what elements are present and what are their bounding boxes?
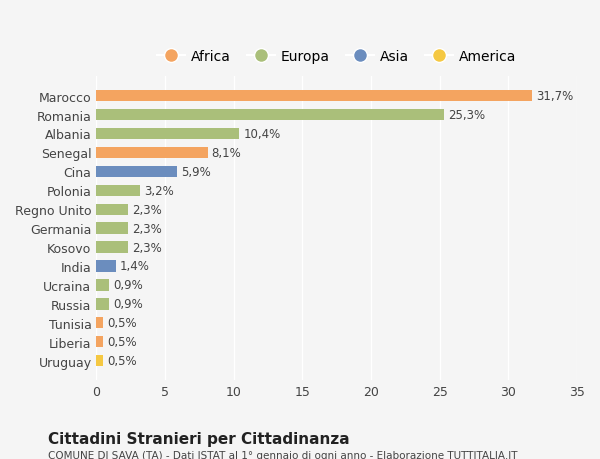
Bar — [97, 336, 103, 347]
Bar — [97, 261, 116, 272]
Text: 2,3%: 2,3% — [132, 241, 162, 254]
Text: 0,9%: 0,9% — [113, 279, 143, 292]
Text: 3,2%: 3,2% — [145, 185, 174, 197]
Bar — [97, 185, 140, 196]
Bar — [97, 223, 128, 234]
Text: 10,4%: 10,4% — [244, 128, 281, 140]
Text: COMUNE DI SAVA (TA) - Dati ISTAT al 1° gennaio di ogni anno - Elaborazione TUTTI: COMUNE DI SAVA (TA) - Dati ISTAT al 1° g… — [48, 450, 517, 459]
Text: Cittadini Stranieri per Cittadinanza: Cittadini Stranieri per Cittadinanza — [48, 431, 350, 447]
Bar — [97, 110, 444, 121]
Text: 0,5%: 0,5% — [107, 317, 137, 330]
Bar — [97, 166, 178, 178]
Bar — [97, 147, 208, 159]
Text: 0,5%: 0,5% — [107, 354, 137, 367]
Text: 25,3%: 25,3% — [448, 109, 485, 122]
Bar — [97, 318, 103, 329]
Text: 5,9%: 5,9% — [182, 165, 211, 179]
Legend: Africa, Europa, Asia, America: Africa, Europa, Asia, America — [152, 45, 521, 69]
Text: 0,5%: 0,5% — [107, 336, 137, 348]
Text: 8,1%: 8,1% — [212, 146, 241, 160]
Bar — [97, 204, 128, 215]
Bar — [97, 91, 532, 102]
Text: 2,3%: 2,3% — [132, 203, 162, 216]
Text: 0,9%: 0,9% — [113, 298, 143, 311]
Bar — [97, 242, 128, 253]
Bar — [97, 355, 103, 367]
Text: 1,4%: 1,4% — [120, 260, 149, 273]
Bar — [97, 298, 109, 310]
Bar — [97, 280, 109, 291]
Text: 2,3%: 2,3% — [132, 222, 162, 235]
Text: 31,7%: 31,7% — [536, 90, 573, 103]
Bar — [97, 129, 239, 140]
